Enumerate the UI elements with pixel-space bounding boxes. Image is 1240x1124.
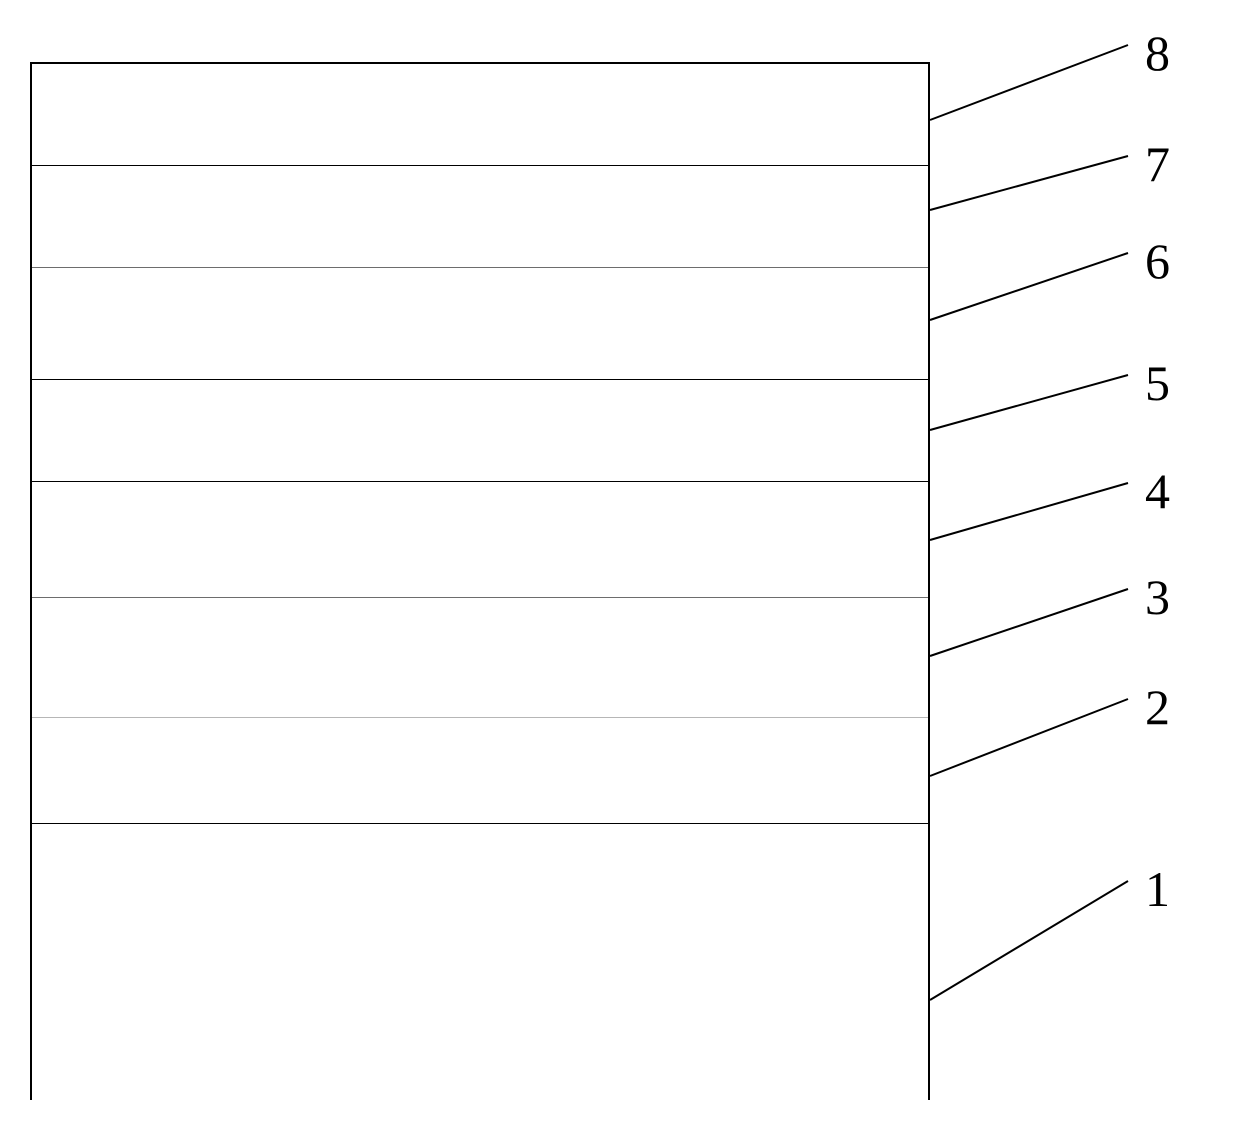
leader-to-label-1 xyxy=(930,881,1128,1000)
label-5: 5 xyxy=(1145,354,1170,412)
layer-1 xyxy=(32,824,928,1102)
label-8: 8 xyxy=(1145,24,1170,82)
layer-3 xyxy=(32,598,928,718)
leader-to-label-6 xyxy=(930,253,1128,320)
layer-4 xyxy=(32,482,928,598)
layer-5 xyxy=(32,380,928,482)
layer-7 xyxy=(32,166,928,268)
layer-8 xyxy=(32,64,928,166)
layer-stack xyxy=(30,62,930,1100)
leader-to-label-5 xyxy=(930,375,1128,430)
leader-to-label-7 xyxy=(930,156,1128,210)
label-2: 2 xyxy=(1145,678,1170,736)
leader-to-label-8 xyxy=(930,45,1128,120)
diagram-canvas: 8 7 6 5 4 3 2 1 xyxy=(0,0,1240,1124)
label-6: 6 xyxy=(1145,232,1170,290)
leader-to-label-3 xyxy=(930,589,1128,656)
leader-to-label-2 xyxy=(930,699,1128,776)
leader-to-label-4 xyxy=(930,483,1128,540)
label-7: 7 xyxy=(1145,135,1170,193)
label-3: 3 xyxy=(1145,568,1170,626)
label-1: 1 xyxy=(1145,860,1170,918)
layer-6 xyxy=(32,268,928,380)
layer-2 xyxy=(32,718,928,824)
label-4: 4 xyxy=(1145,462,1170,520)
